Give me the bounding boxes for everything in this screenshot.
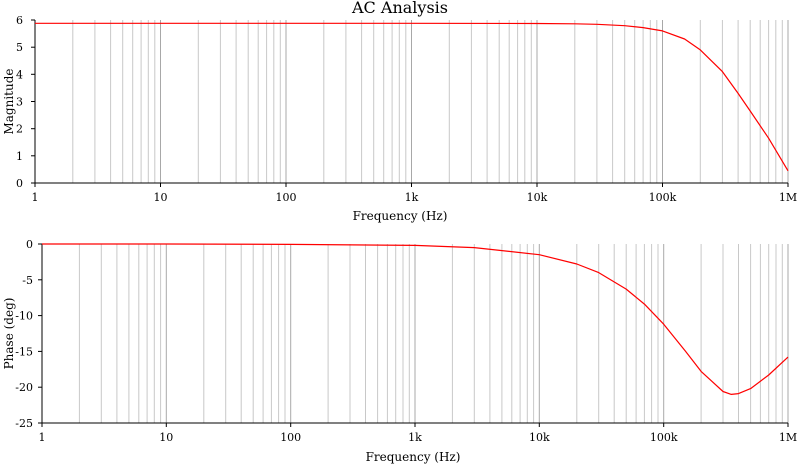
phase-x-tick-label: 1M <box>779 431 797 444</box>
phase-y-axis-label: Phase (deg) <box>2 298 16 370</box>
phase-x-tick-label: 10 <box>159 431 173 444</box>
magnitude-y-tick-label: 2 <box>16 123 23 136</box>
phase-x-tick-label: 100 <box>280 431 301 444</box>
magnitude-x-tick-label: 10k <box>527 191 548 204</box>
phase-x-tick-label: 100k <box>650 431 678 444</box>
phase-y-tick-label: -15 <box>15 345 33 358</box>
phase-x-axis-label: Frequency (Hz) <box>366 450 461 464</box>
phase-series-line <box>42 243 789 395</box>
phase-y-tick-label: -20 <box>15 381 33 394</box>
magnitude-y-axis-label: Magnitude <box>2 68 16 134</box>
phase-x-tick-label: 1k <box>408 431 422 444</box>
phase-plot: 1 10 100 1k 10k 100k 1M 0 -5 -10 -15 -20 -25 Frequenc… <box>2 238 797 464</box>
phase-y-tick-label: -25 <box>15 417 33 430</box>
phase-x-tick-label: 10k <box>529 431 550 444</box>
phase-y-tick-label: 0 <box>26 238 33 251</box>
magnitude-x-tick-label: 1 <box>32 191 39 204</box>
phase-x-tick-label: 1 <box>39 431 46 444</box>
chart-title: AC Analysis <box>351 0 448 17</box>
magnitude-x-axis-label: Frequency (Hz) <box>353 209 448 223</box>
magnitude-y-tick-label: 4 <box>16 68 23 81</box>
magnitude-y-tick-label: 6 <box>16 14 23 27</box>
magnitude-series-line <box>35 22 789 172</box>
magnitude-y-tick-label: 0 <box>16 177 23 190</box>
magnitude-y-tick-label: 1 <box>16 150 23 163</box>
magnitude-x-tick-label: 100 <box>276 191 297 204</box>
magnitude-x-tick-label: 10 <box>154 191 168 204</box>
magnitude-x-tick-label: 1k <box>405 191 419 204</box>
phase-y-tick-label: -10 <box>15 310 33 323</box>
phase-y-tick-label: -5 <box>22 274 33 287</box>
magnitude-y-tick-label: 5 <box>16 41 23 54</box>
magnitude-x-tick-label: 100k <box>649 191 677 204</box>
magnitude-y-tick-label: 3 <box>16 96 23 109</box>
magnitude-x-tick-label: 1M <box>779 191 797 204</box>
